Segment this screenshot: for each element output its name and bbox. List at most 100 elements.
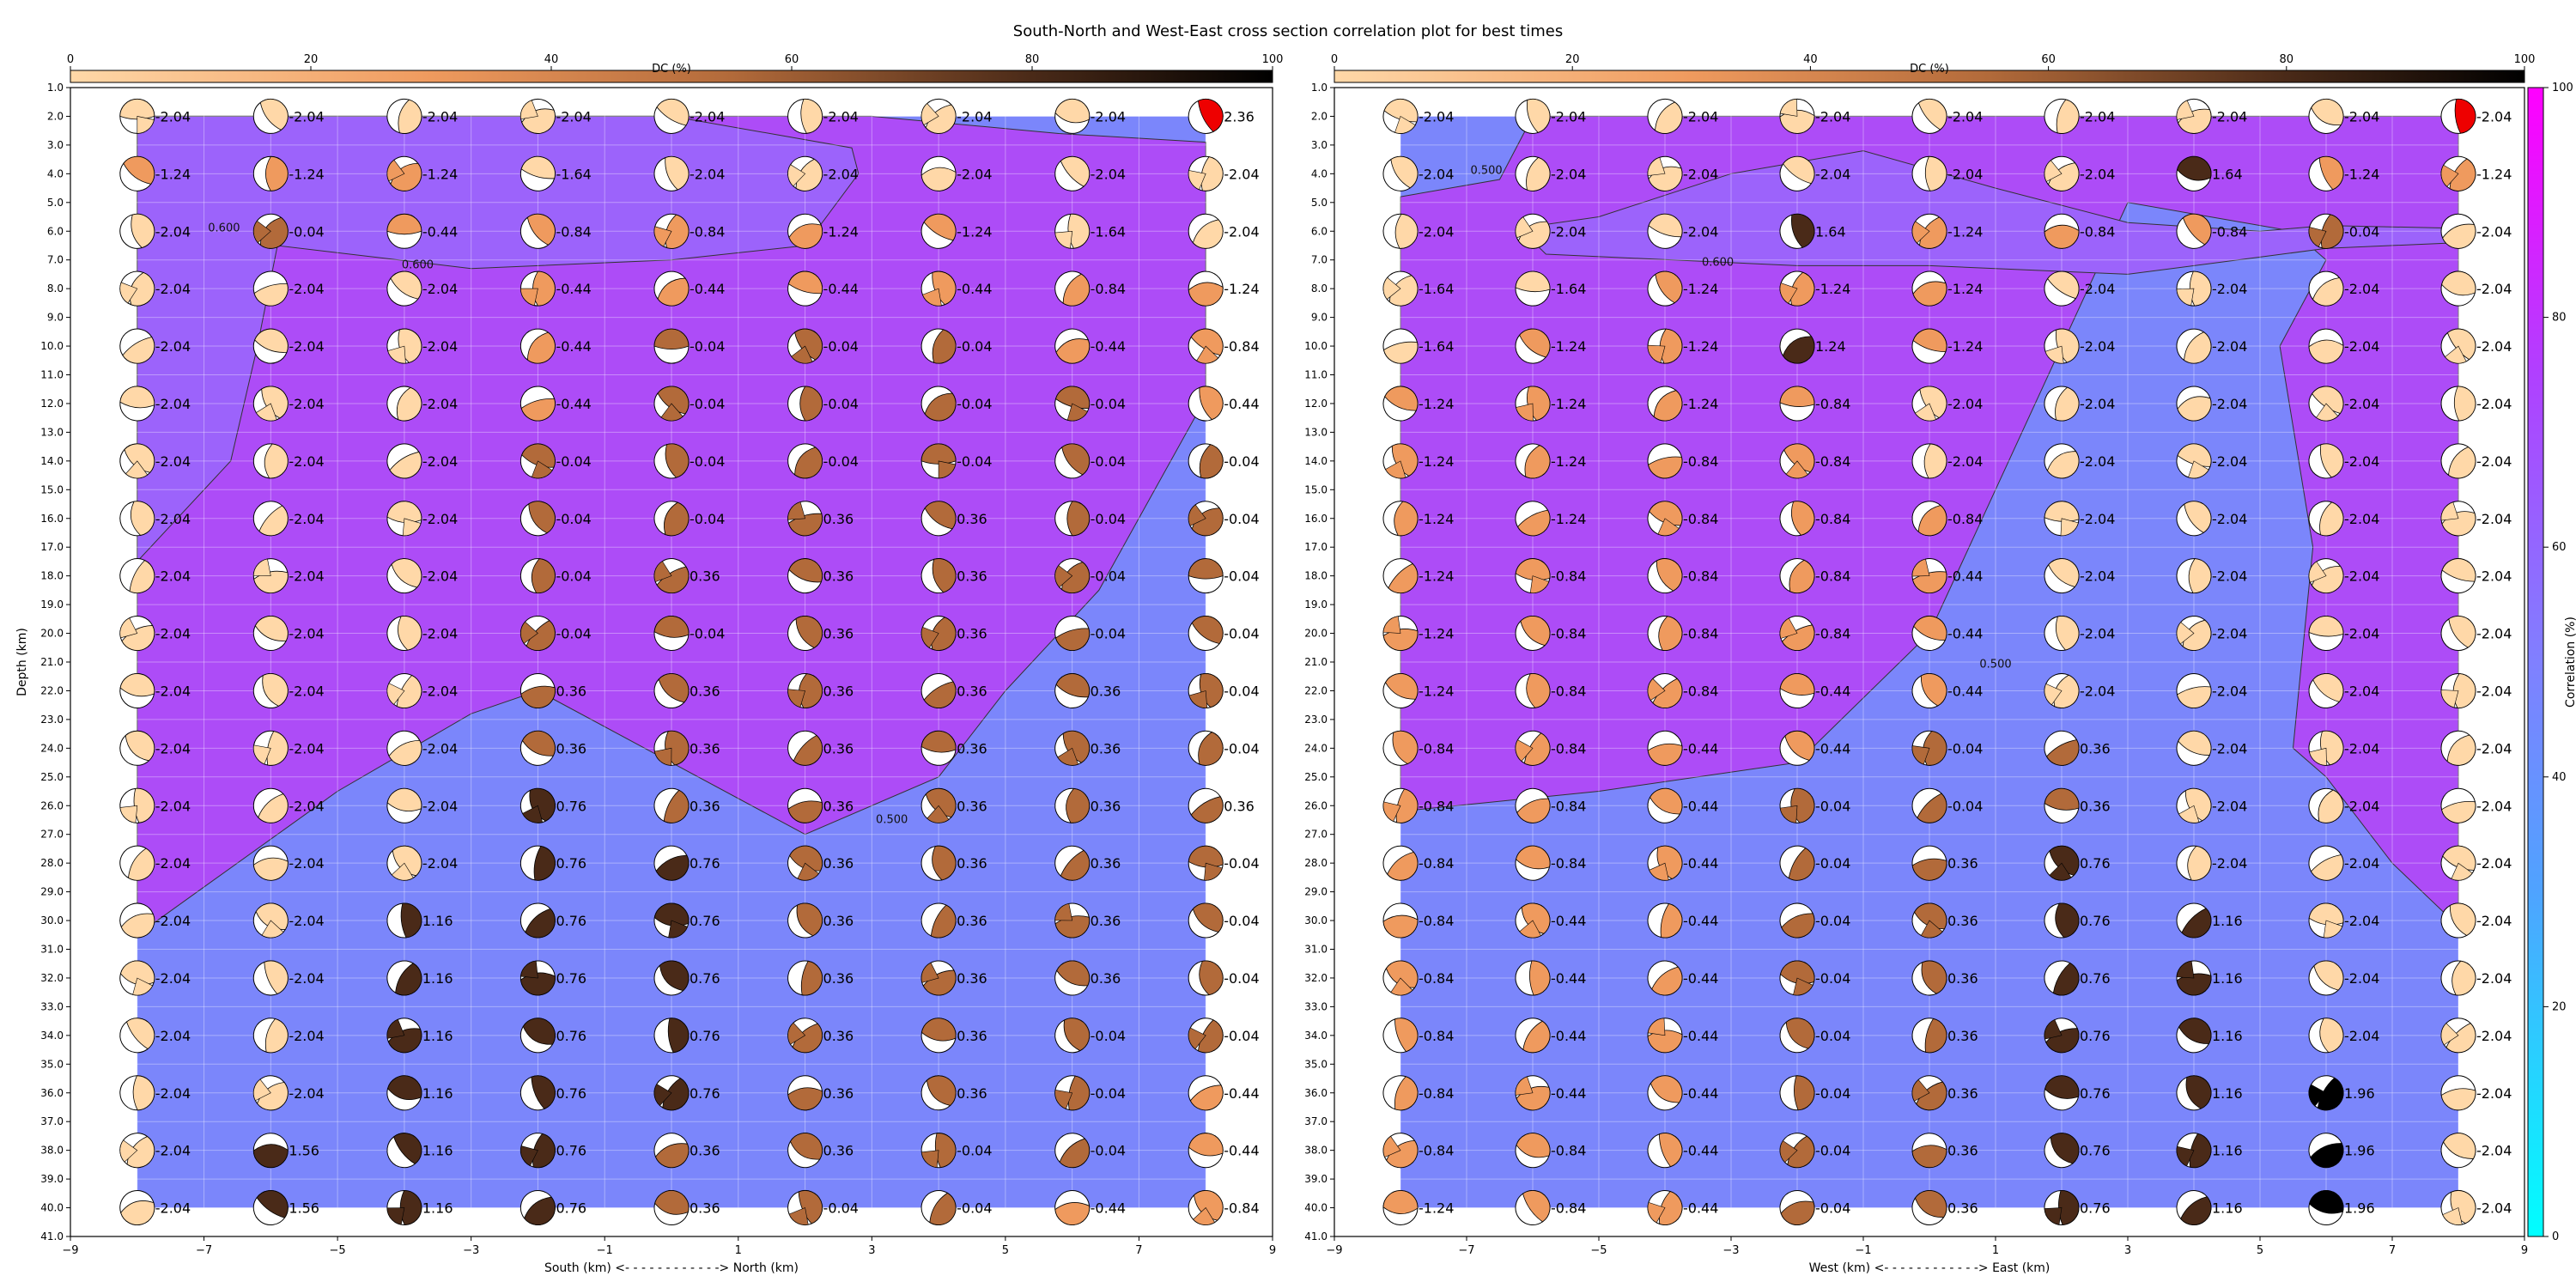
beachball	[519, 155, 556, 191]
beachball-label: -1.24	[1683, 396, 1718, 412]
beachball-compression	[1791, 501, 1815, 536]
beachball-label: -2.04	[422, 855, 458, 872]
beachball-compression	[787, 501, 805, 520]
beachball-compression	[2308, 227, 2327, 247]
beachball-label: -2.04	[2476, 281, 2512, 297]
beachball-compression	[2178, 730, 2212, 756]
beachball	[1054, 1075, 1091, 1111]
beachball-compression	[132, 1075, 155, 1111]
beachball	[1515, 213, 1551, 249]
y-tick-label: 30.0	[40, 914, 64, 927]
beachball-label: 0.36	[690, 1200, 720, 1217]
beachball	[386, 213, 422, 249]
beachball-label: -1.24	[1224, 281, 1259, 297]
x-tick-label: −3	[1722, 1244, 1739, 1257]
beachball-compression	[520, 685, 556, 708]
beachball-label: -1.24	[1683, 281, 1718, 297]
beachball	[1779, 1018, 1815, 1054]
beachball	[519, 501, 556, 537]
beachball	[519, 673, 556, 708]
beachball-compression	[1924, 155, 1947, 191]
beachball-compression	[2312, 386, 2344, 414]
beachball	[519, 960, 556, 996]
beachball-label: -2.04	[155, 108, 191, 125]
beachball-compression	[1383, 99, 1419, 123]
beachball	[2176, 902, 2212, 939]
beachball-label: -1.24	[1551, 453, 1586, 470]
beachball	[252, 558, 289, 594]
y-tick-label: 2.0	[47, 110, 64, 122]
beachball	[1054, 1018, 1091, 1054]
beachball-compression	[665, 214, 690, 249]
beachball-compression	[1394, 115, 1416, 134]
beachball-compression	[2044, 1207, 2063, 1225]
beachball-compression	[1526, 156, 1551, 191]
beachball-compression	[1787, 1135, 1815, 1169]
beachball-label: 0.76	[556, 1143, 586, 1159]
y-tick-label: 15.0	[40, 483, 64, 495]
beachball-label: -1.24	[1683, 338, 1718, 355]
beachball	[519, 1018, 556, 1054]
beachball	[1188, 1190, 1224, 1225]
beachball-compression	[925, 104, 957, 134]
beachball-compression	[531, 1075, 556, 1109]
beachball-label: -0.44	[1683, 1143, 1718, 1159]
beachball-compression	[1656, 558, 1683, 592]
beachball-label: -2.04	[422, 798, 458, 814]
y-tick-label: 1.0	[1311, 82, 1327, 94]
beachball	[653, 558, 690, 594]
beachball-label: 0.36	[1091, 740, 1121, 756]
beachball-compression	[386, 501, 422, 524]
beachball-compression	[391, 862, 414, 881]
beachball	[920, 328, 957, 364]
beachball-label: -2.04	[289, 453, 324, 470]
beachball-compression	[1660, 903, 1683, 939]
beachball	[386, 443, 422, 479]
beachball-compression	[2312, 277, 2344, 307]
beachball-label: -1.24	[1551, 338, 1586, 355]
beachball-label: -2.04	[2080, 511, 2115, 527]
beachball	[787, 1133, 823, 1169]
beachball	[920, 1018, 957, 1054]
beachball	[519, 1133, 556, 1169]
correlation-colorbar-tick-label: 80	[2552, 312, 2567, 325]
beachball	[1647, 328, 1683, 364]
beachball-label: -0.04	[1224, 970, 1259, 987]
beachball-compression	[1388, 275, 1419, 307]
beachball	[787, 501, 823, 537]
beachball-label: -2.04	[2476, 970, 2512, 987]
beachball	[1647, 960, 1683, 996]
y-tick-label: 41.0	[40, 1230, 64, 1242]
beachball-compression	[2441, 801, 2476, 823]
beachball-compression	[2446, 328, 2476, 361]
beachball-compression	[123, 155, 155, 185]
y-tick-label: 2.0	[1311, 110, 1327, 122]
beachball-label: -0.04	[1224, 453, 1259, 470]
beachball-compression	[1189, 1084, 1224, 1111]
beachball-label: -0.44	[1683, 913, 1718, 929]
beachball-label: 0.76	[2080, 855, 2111, 872]
beachball-compression	[2044, 224, 2080, 249]
beachball-label: -0.44	[690, 281, 725, 297]
beachball	[1911, 213, 1947, 249]
beachball-compression	[2449, 158, 2476, 191]
beachball-label: -2.04	[2212, 626, 2247, 642]
beachball-label: 0.76	[690, 1028, 720, 1044]
beachball	[1647, 155, 1683, 191]
beachball-label: -2.04	[2344, 338, 2379, 355]
beachball-compression	[2047, 270, 2080, 300]
beachball-label: -2.04	[2080, 396, 2115, 412]
beachball-compression	[264, 443, 289, 479]
beachball-compression	[2311, 99, 2344, 125]
beachball	[2044, 213, 2080, 249]
beachball-label: -0.04	[556, 453, 591, 470]
beachball	[1382, 787, 1419, 823]
beachball-label: -1.24	[1419, 1200, 1454, 1217]
beachball-compression	[1188, 558, 1224, 580]
y-tick-label: 22.0	[1304, 684, 1327, 696]
beachball	[2308, 213, 2344, 249]
beachball-label: 1.96	[2344, 1200, 2375, 1217]
beachball	[1054, 616, 1091, 651]
beachball	[2176, 787, 2212, 823]
beachball	[1382, 1190, 1419, 1225]
